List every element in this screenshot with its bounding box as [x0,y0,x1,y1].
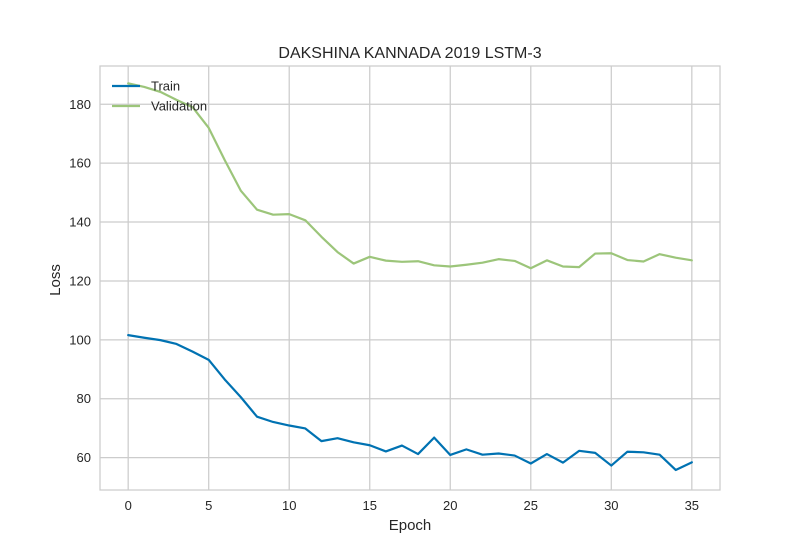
x-tick-label: 35 [685,498,699,513]
x-axis-label: Epoch [389,517,432,534]
y-tick-label: 60 [77,450,91,465]
y-tick-label: 80 [77,391,91,406]
tick-layer: 0 5 10 15 20 25 30 35 60 80 100 120 140 160 180 [69,97,699,513]
y-tick-label: 120 [69,273,91,288]
y-tick-label: 100 [69,332,91,347]
series-line-validation [127,82,693,270]
grid-layer [100,66,720,490]
legend: Train Validation [112,79,207,114]
y-tick-label: 160 [69,156,91,171]
legend-label-train: Train [151,79,180,94]
x-tick-label: 5 [205,498,212,513]
y-axis-label: Loss [47,264,64,296]
chart-title: DAKSHINA KANNADA 2019 LSTM-3 [278,45,541,62]
x-tick-label: 20 [443,498,457,513]
x-tick-label: 0 [125,498,132,513]
series-layer [127,82,693,472]
x-tick-label: 10 [282,498,296,513]
series-line-train [127,334,693,472]
plot-frame [99,65,721,491]
y-tick-label: 140 [69,215,91,230]
x-tick-label: 30 [604,498,618,513]
legend-label-validation: Validation [151,99,207,114]
x-tick-label: 25 [524,498,538,513]
x-tick-label: 15 [363,498,377,513]
y-tick-label: 180 [69,97,91,112]
